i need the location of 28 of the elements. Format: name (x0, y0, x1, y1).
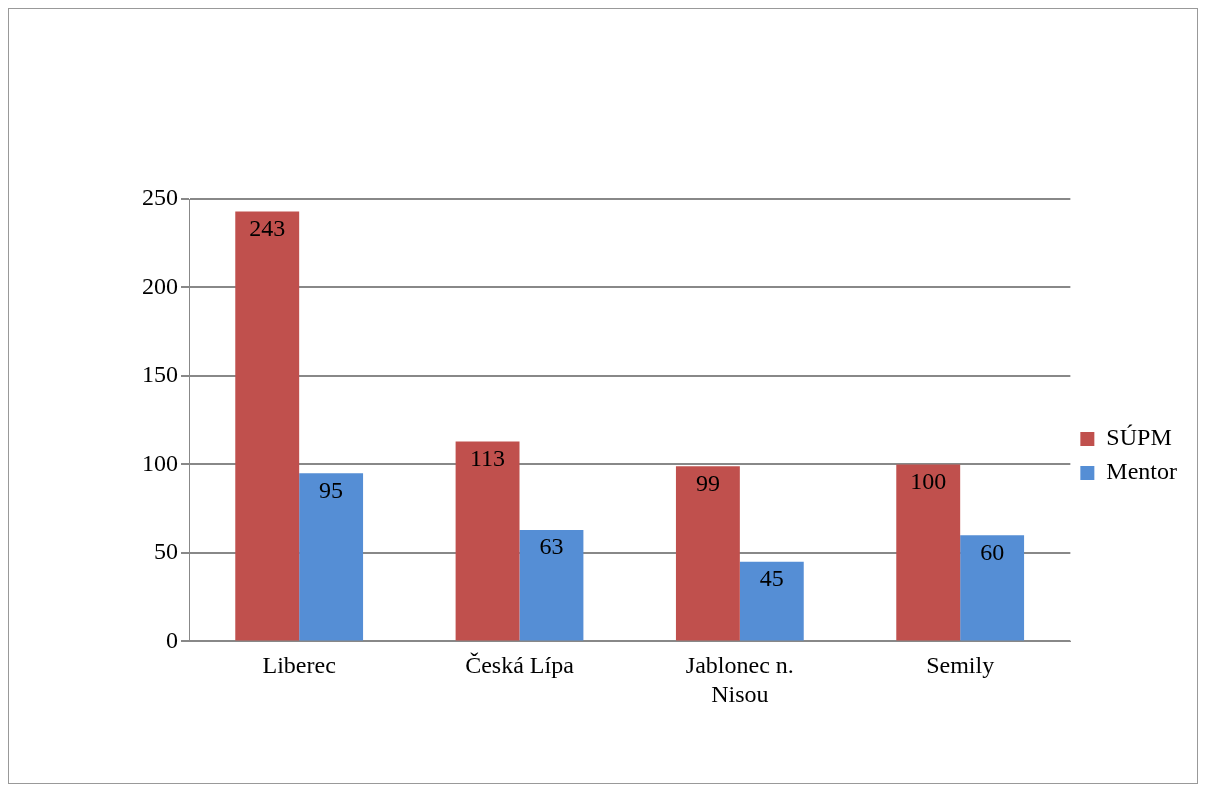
data-label: 45 (759, 565, 784, 592)
data-label: 243 (249, 214, 286, 241)
x-tick-label: Jablonec n. Nisou (685, 652, 794, 707)
bar (896, 464, 961, 641)
bar (455, 441, 520, 641)
bar (739, 561, 804, 641)
y-tick-label: 200 (142, 272, 178, 299)
bar (675, 466, 740, 641)
data-label: 99 (695, 469, 720, 496)
bar (299, 473, 364, 641)
bar (235, 211, 300, 641)
y-tick-label: 250 (142, 184, 178, 211)
bar (960, 535, 1025, 641)
data-label: 113 (470, 444, 506, 471)
data-label: 95 (319, 476, 344, 503)
x-tick-label: Semily (926, 652, 995, 679)
data-label: 100 (910, 467, 947, 494)
bar (519, 529, 584, 641)
y-tick-label: 50 (154, 538, 178, 565)
x-tick-label: Liberec (262, 652, 336, 679)
data-label: 63 (539, 533, 564, 560)
y-tick-label: 0 (166, 626, 178, 653)
y-tick-label: 100 (142, 449, 178, 476)
data-label: 60 (980, 538, 1005, 565)
x-tick-label: Česká Lípa (465, 652, 575, 679)
y-tick-label: 150 (142, 361, 178, 388)
legend-label: Mentor (1106, 458, 1178, 485)
legend-label: SÚPM (1106, 424, 1172, 451)
